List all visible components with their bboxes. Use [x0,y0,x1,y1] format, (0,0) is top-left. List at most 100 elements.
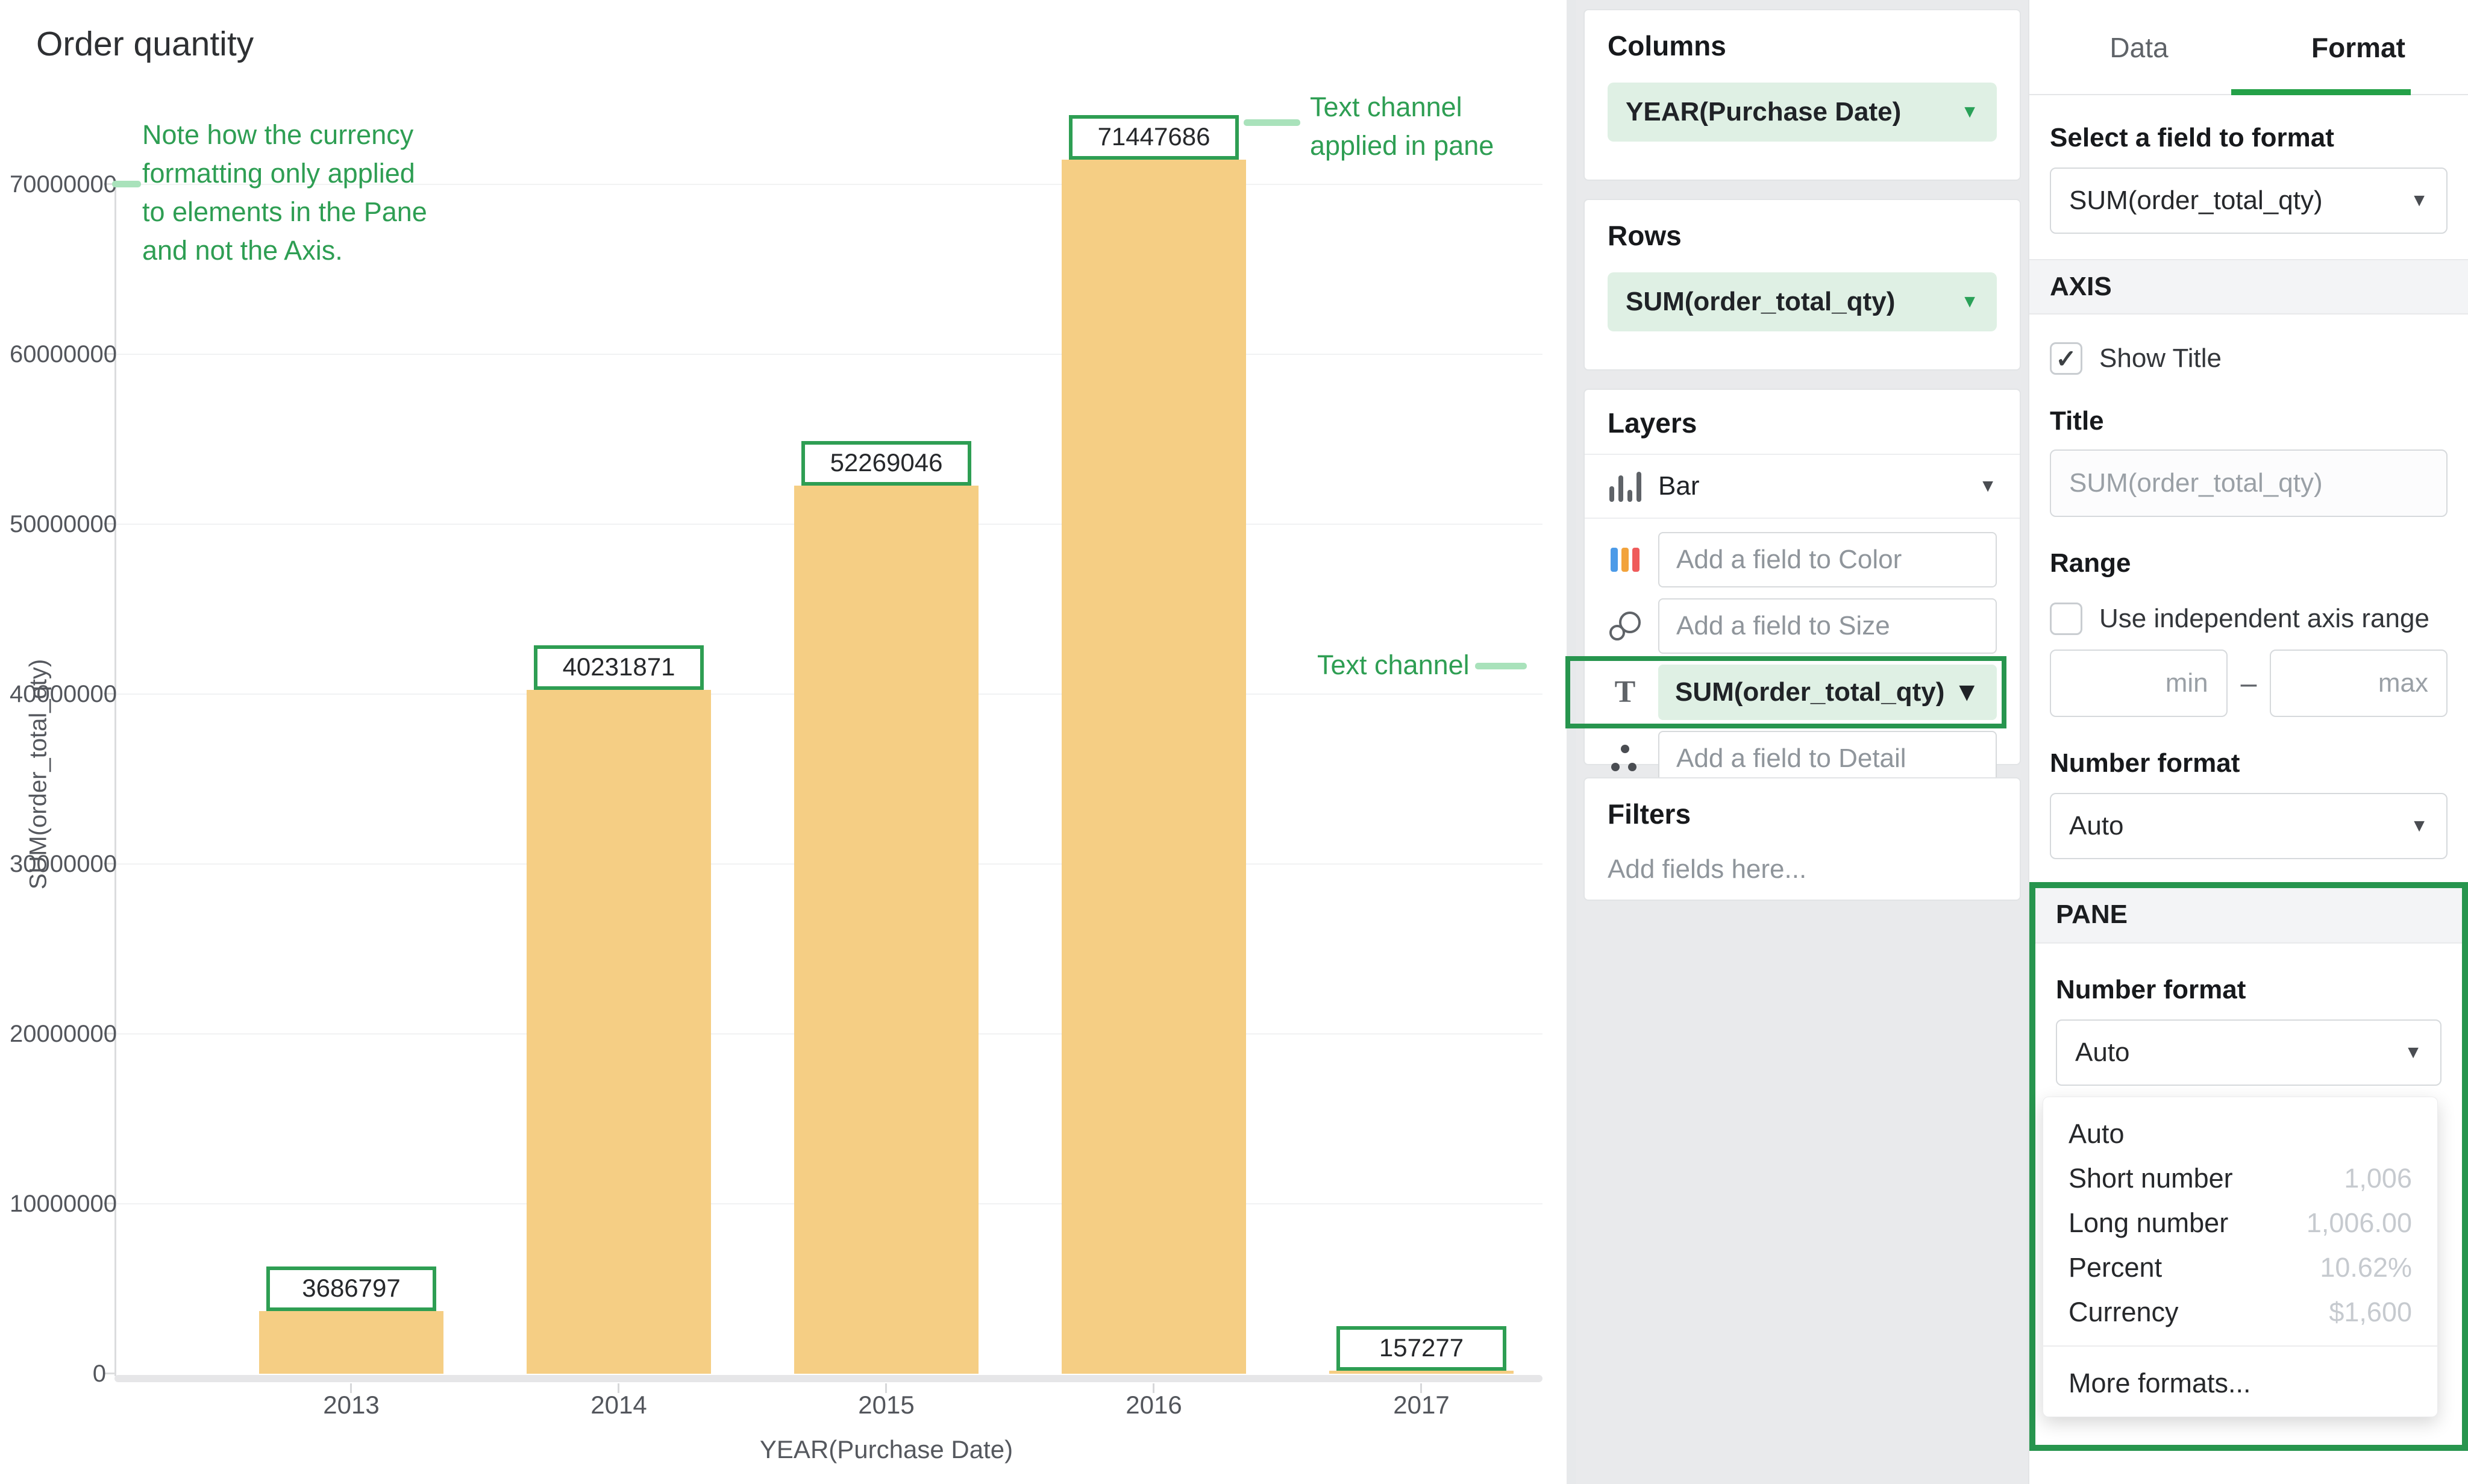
text-channel-pill[interactable]: SUM(order_total_qty) ▼ [1658,665,1997,720]
pane-section-header: PANE [2035,888,2462,944]
filters-dropzone[interactable]: Add fields here... [1608,854,1807,884]
size-channel-icon [1608,612,1643,640]
bar-value-label: 157277 [1336,1326,1506,1371]
menu-item-auto[interactable]: Auto [2043,1112,2437,1156]
x-axis-scrollbar[interactable] [114,1375,1542,1382]
note-line: and not the Axis. [142,235,343,266]
detail-channel-row: Add a field to Detail [1608,731,1997,786]
y-tick-mark [104,863,116,865]
columns-field-label: YEAR(Purchase Date) [1626,97,1902,127]
axis-number-format-select[interactable]: Auto ▼ [2050,793,2448,859]
independent-range-label: Use independent axis range [2099,604,2429,633]
text-channel-icon: T [1614,675,1636,709]
detail-channel-icon [1608,745,1643,772]
menu-item-long-number[interactable]: Long number 1,006.00 [2043,1201,2437,1245]
note-line: Note how the currency [142,119,414,150]
bar-2015[interactable] [794,486,979,1374]
text-channel-row: T SUM(order_total_qty) ▼ [1565,656,2006,728]
x-tick-label: 2014 [590,1391,647,1419]
range-min-input[interactable]: min [2050,650,2228,717]
chevron-down-icon[interactable]: ▼ [1979,476,1997,496]
menu-item-label: Currency [2069,1297,2179,1327]
text-channel-connector-dash [1475,663,1527,669]
filters-header: Filters [1608,798,1691,830]
rows-field-pill[interactable]: SUM(order_total_qty) ▼ [1608,272,1997,331]
bar-2013[interactable] [259,1311,443,1374]
menu-item-more-formats[interactable]: More formats... [2069,1368,2251,1398]
menu-item-currency[interactable]: Currency $1,600 [2043,1290,2437,1335]
x-tick-mark [618,1383,619,1393]
color-channel-icon [1608,548,1643,572]
independent-range-checkbox[interactable] [2050,603,2082,635]
divider [1585,454,2020,455]
format-panel: Data Format Select a field to format SUM… [2028,0,2468,1484]
menu-item-example: $1,600 [2329,1297,2412,1327]
axis-title-input[interactable]: SUM(order_total_qty) [2050,449,2448,517]
y-tick-label: 20000000 [10,1021,117,1047]
menu-divider [2043,1345,2437,1347]
chevron-down-icon: ▼ [2410,190,2428,210]
x-tick-mark [1420,1383,1422,1393]
menu-item-example: 10.62% [2320,1252,2412,1283]
menu-item-label: Auto [2069,1118,2125,1149]
x-tick-label: 2016 [1126,1391,1182,1419]
number-format-dropdown-menu: Auto Short number 1,006 Long number 1,00… [2043,1097,2438,1417]
menu-item-example: 1,006 [2344,1163,2412,1194]
active-tab-underline [2231,89,2411,95]
pane-note-connector-dash [1244,119,1300,126]
bar-2014[interactable] [527,690,711,1374]
layer-type-label: Bar [1658,471,1700,501]
field-to-format-select[interactable]: SUM(order_total_qty) ▼ [2050,167,2448,234]
layers-card: Layers Bar ▼ Add a field to Color Add a [1565,389,2021,786]
text-channel-pane-annotation: Text channel applied in pane [1310,88,1494,165]
color-channel-input[interactable]: Add a field to Color [1658,532,1997,587]
x-axis-title: YEAR(Purchase Date) [759,1435,1013,1464]
menu-item-label: Short number [2069,1163,2233,1194]
show-title-checkbox[interactable]: ✓ [2050,342,2082,375]
y-tick-mark [104,1373,116,1374]
plot-region: 0 10000000 20000000 30000000 40000000 5000000… [10,115,1542,1419]
size-channel-row: Add a field to Size [1608,598,1997,654]
bar-value-label: 40231871 [534,645,704,690]
y-tick-label: 10000000 [10,1191,117,1217]
panel-scrollbar[interactable] [1567,0,1576,1484]
columns-field-pill[interactable]: YEAR(Purchase Date) ▼ [1608,83,1997,142]
tab-data[interactable]: Data [2109,32,2169,63]
show-title-label: Show Title [2099,343,2222,373]
x-tick-mark [350,1383,352,1393]
layers-header: Layers [1608,407,1697,439]
y-tick-label: 0 [92,1360,106,1387]
currency-note-annotation: Note how the currency formatting only ap… [142,116,427,270]
menu-item-percent[interactable]: Percent 10.62% [2043,1245,2437,1290]
filters-card: Filters Add fields here... [1583,777,2021,901]
tab-format[interactable]: Format [2311,32,2405,63]
menu-item-short-number[interactable]: Short number 1,006 [2043,1156,2437,1201]
size-channel-input[interactable]: Add a field to Size [1658,598,1997,654]
layer-type-row[interactable]: Bar ▼ [1585,455,2020,518]
pane-number-format-label: Number format [2056,975,2246,1004]
chart-area: Order quantity SUM(order_total_qty) 0 100… [10,25,1542,1464]
menu-item-label: Percent [2069,1252,2163,1283]
chart-title: Order quantity [36,25,254,63]
y-tick-mark [104,523,116,525]
x-tick-label: 2017 [1393,1391,1450,1419]
axis-number-format-label: Number format [2050,748,2240,778]
y-tick-label: 30000000 [10,851,117,877]
rows-header: Rows [1608,220,1682,251]
chevron-down-icon[interactable]: ▼ [1953,677,1980,707]
field-to-format-value: SUM(order_total_qty) [2069,186,2323,215]
panel-tabs: Data Format [2029,0,2468,95]
note-line: formatting only applied [142,158,415,189]
pane-number-format-select[interactable]: Auto ▼ [2056,1019,2441,1086]
detail-channel-input[interactable]: Add a field to Detail [1658,731,1997,786]
x-tick-mark [1153,1383,1154,1393]
bar-2016[interactable] [1062,160,1246,1374]
pane-number-format-value: Auto [2075,1038,2130,1067]
chevron-down-icon: ▼ [2404,1042,2422,1062]
bar-2017[interactable] [1329,1371,1514,1374]
rows-card: Rows SUM(order_total_qty) ▼ [1583,199,2021,371]
chevron-down-icon[interactable]: ▼ [1961,102,1979,122]
chevron-down-icon[interactable]: ▼ [1961,292,1979,312]
range-max-input[interactable]: max [2270,650,2448,717]
pane-note-line: applied in pane [1310,130,1494,161]
